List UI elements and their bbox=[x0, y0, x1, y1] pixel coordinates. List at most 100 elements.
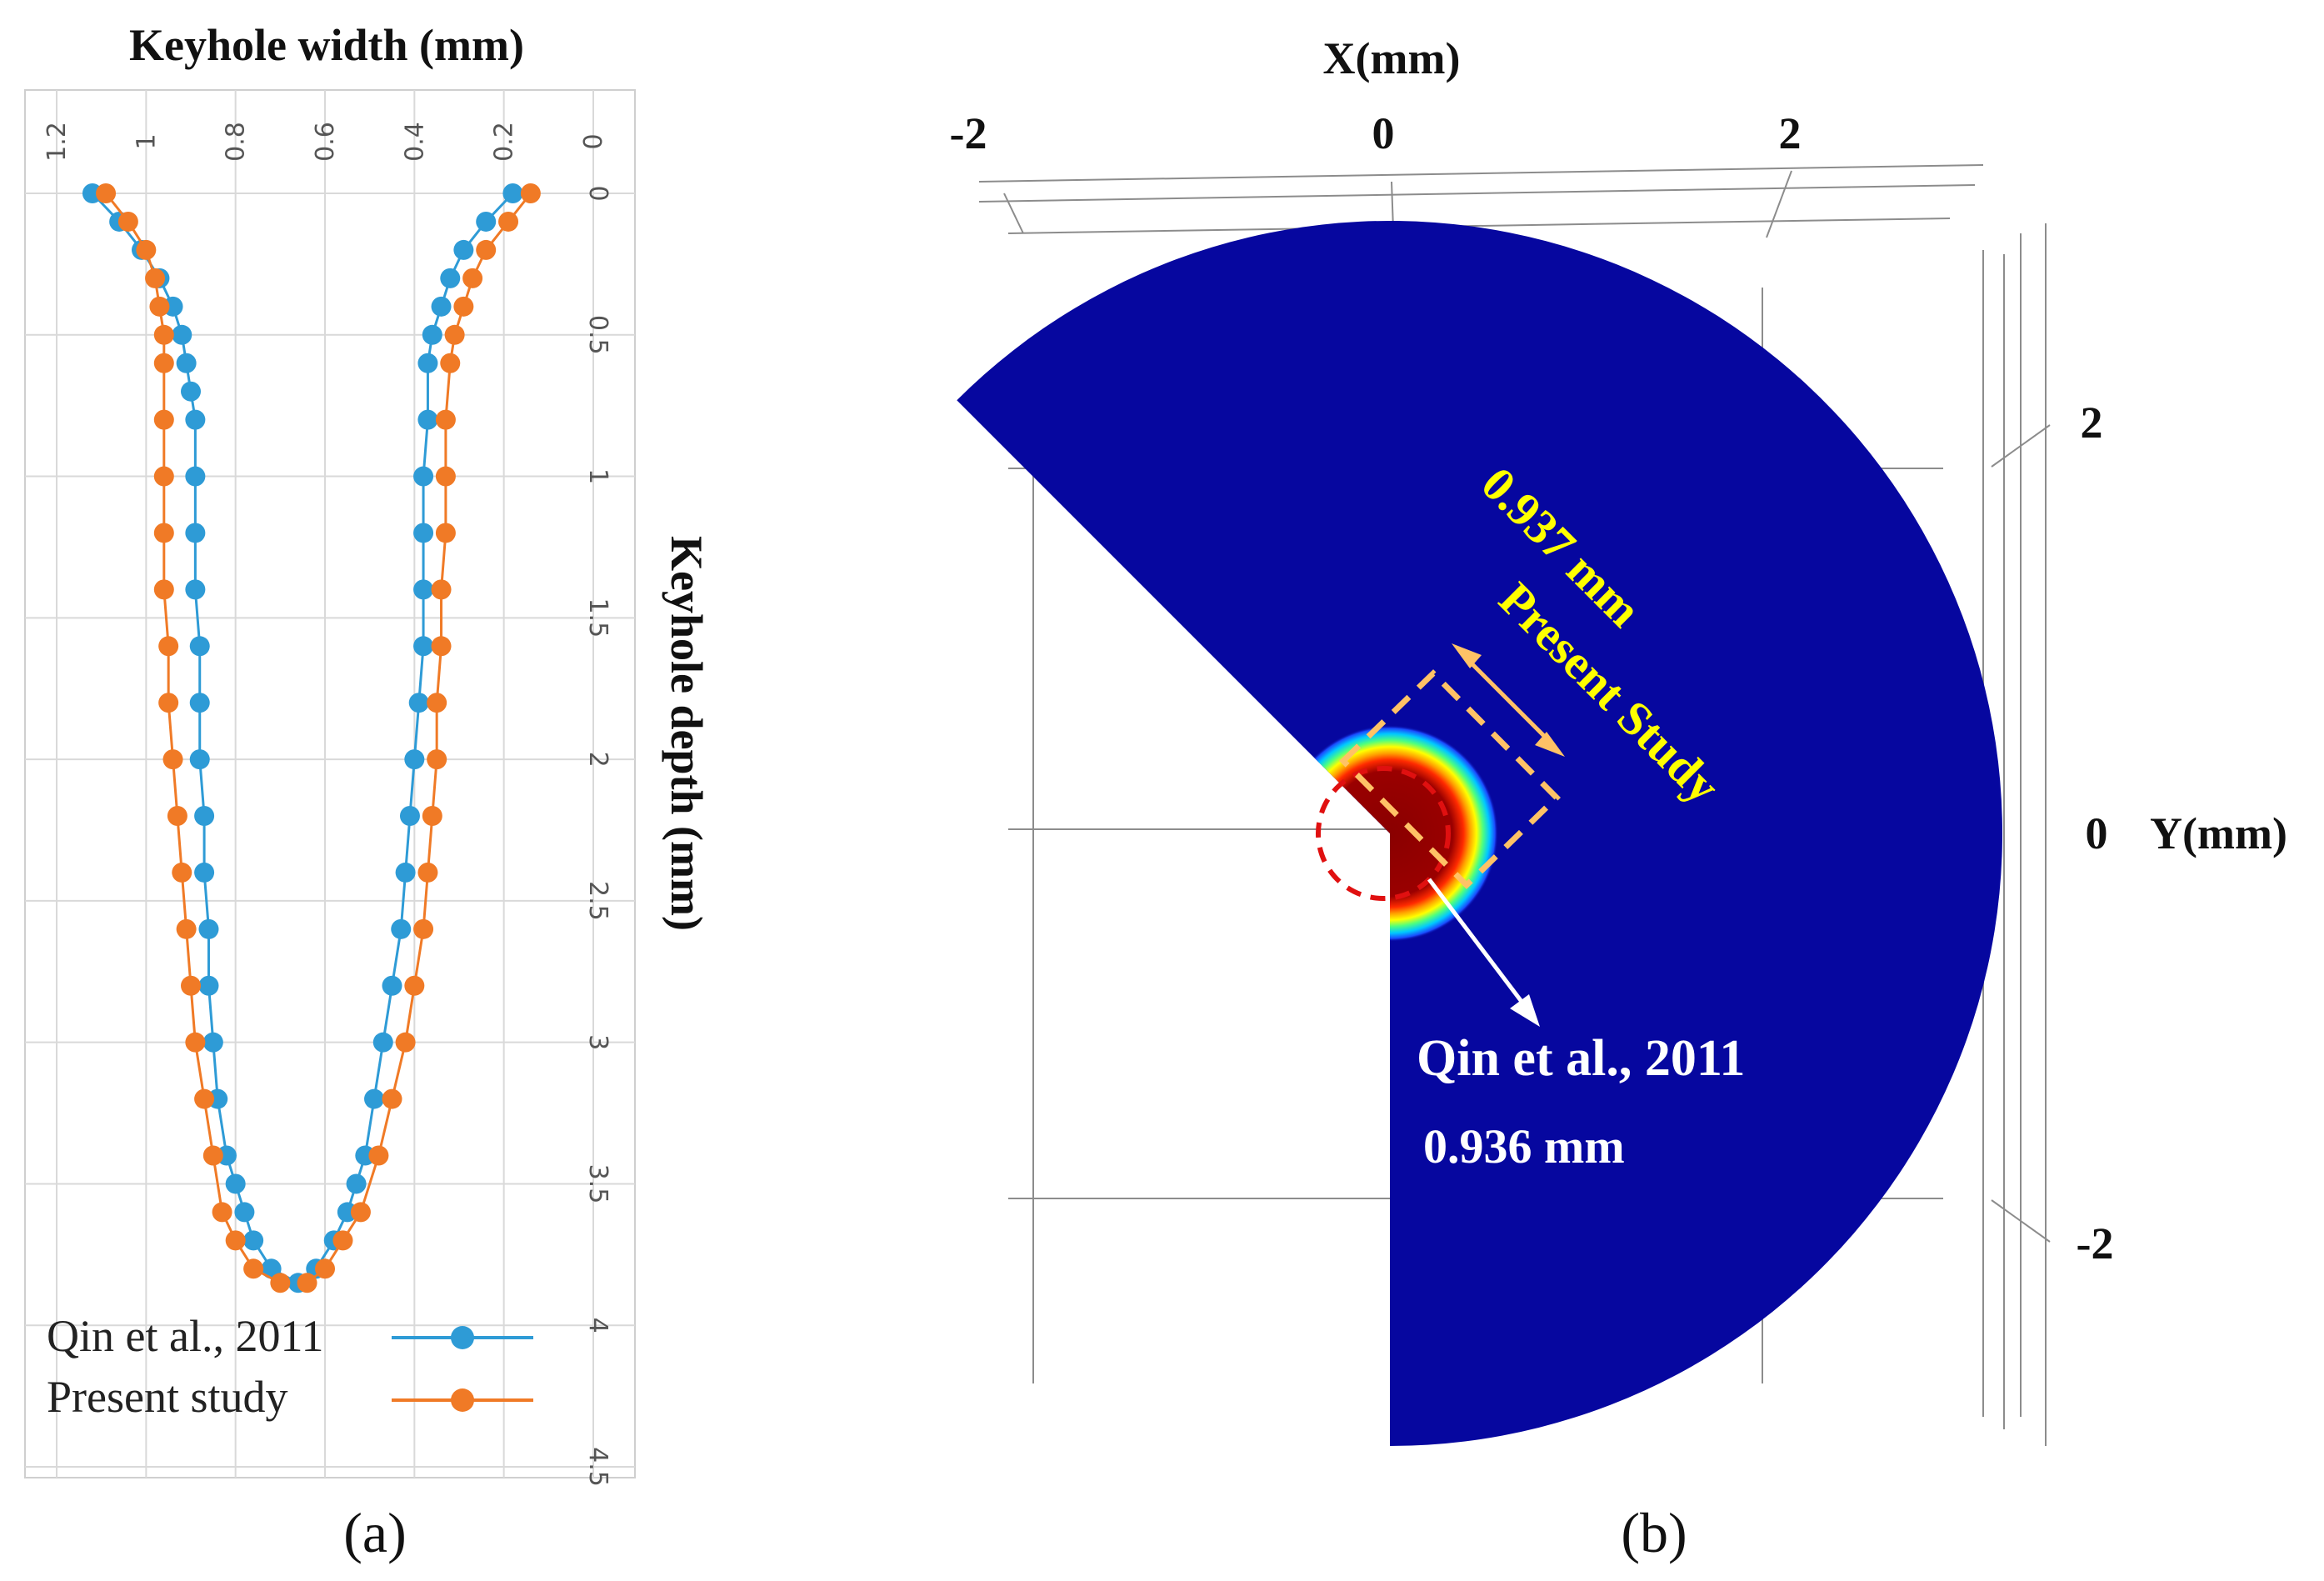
panel-a-caption: (a) bbox=[343, 1501, 406, 1564]
legend-marker-qin bbox=[451, 1326, 474, 1349]
series-qin bbox=[82, 183, 523, 1293]
data-point bbox=[181, 975, 201, 996]
data-point bbox=[413, 466, 434, 487]
x-tick-2: 2 bbox=[1779, 108, 1802, 158]
data-point bbox=[427, 693, 447, 713]
data-point bbox=[176, 918, 197, 939]
data-point bbox=[382, 975, 402, 996]
data-point bbox=[167, 806, 187, 827]
data-point bbox=[440, 268, 461, 288]
data-point bbox=[391, 918, 412, 939]
y-tick-2: 2 bbox=[2081, 398, 2103, 448]
y-tick-0: 0 bbox=[2086, 808, 2108, 858]
data-point bbox=[162, 749, 183, 770]
y-tick-label: 1 bbox=[583, 468, 612, 484]
data-point bbox=[243, 1258, 264, 1279]
data-point bbox=[176, 353, 197, 373]
data-point bbox=[194, 806, 215, 827]
data-point bbox=[243, 1230, 264, 1251]
qin-label: Qin et al., 2011 bbox=[1417, 1030, 1745, 1087]
data-point bbox=[136, 239, 157, 260]
data-point bbox=[413, 523, 434, 543]
x-tick-label: 0.2 bbox=[490, 122, 519, 162]
data-point bbox=[202, 1145, 223, 1166]
y-axis-title: Keyhole depth (mm) bbox=[662, 536, 712, 931]
present-measure-arrow bbox=[1465, 657, 1552, 743]
panel-b-contour: 0.937 mm Present Study Qin et al., 2011 … bbox=[950, 33, 2287, 1564]
x-tick-label: 0.6 bbox=[311, 122, 340, 162]
data-point bbox=[372, 1032, 393, 1053]
y-tick-label: 4 bbox=[583, 1318, 612, 1333]
data-point bbox=[153, 353, 174, 373]
data-point bbox=[212, 1202, 232, 1223]
data-point bbox=[185, 523, 206, 543]
data-point bbox=[413, 636, 434, 657]
data-point bbox=[153, 324, 174, 345]
data-point bbox=[145, 268, 166, 288]
series-line-right bbox=[306, 193, 532, 1284]
x-tick-label: 1.2 bbox=[42, 122, 72, 162]
arrow-head-bottom bbox=[1535, 732, 1565, 757]
panel-a-chart: 1.2 1 0.8 0.6 0.4 0.2 0 0 0.5 1 1.5 2 2.5 3 3.5 4 4.5 K… bbox=[24, 20, 712, 1564]
y-tick-labels: 0 0.5 1 1.5 2 2.5 3 3.5 4 4.5 bbox=[583, 185, 612, 1486]
data-point bbox=[189, 636, 210, 657]
y-tick-neg2: -2 bbox=[2077, 1218, 2114, 1268]
data-point bbox=[422, 324, 442, 345]
data-point bbox=[404, 975, 425, 996]
x-tick-label: 0.8 bbox=[222, 122, 251, 162]
x-tick-0: 0 bbox=[1372, 108, 1395, 158]
y-tick-label: 3.5 bbox=[583, 1164, 612, 1204]
y-tick-label: 2 bbox=[583, 752, 612, 768]
arrow-head-top bbox=[1452, 643, 1482, 668]
x-tick-label: 0.4 bbox=[400, 122, 429, 162]
chart-gridlines bbox=[25, 90, 635, 1478]
legend-marker-present bbox=[451, 1388, 474, 1412]
data-point bbox=[202, 1032, 223, 1053]
data-point bbox=[408, 693, 429, 713]
data-point bbox=[332, 1230, 353, 1251]
x-tick-labels: 1.2 1 0.8 0.6 0.4 0.2 0 bbox=[42, 122, 608, 162]
x-axis-title-b: X(mm) bbox=[1323, 33, 1461, 83]
legend-label-qin: Qin et al., 2011 bbox=[47, 1311, 323, 1361]
data-point bbox=[476, 239, 497, 260]
data-point bbox=[96, 183, 117, 203]
data-point bbox=[153, 409, 174, 430]
data-point bbox=[453, 239, 474, 260]
x-tick-neg2: -2 bbox=[950, 108, 987, 158]
data-point bbox=[185, 1032, 206, 1053]
data-point bbox=[185, 466, 206, 487]
qin-pointer-head bbox=[1510, 994, 1540, 1027]
data-point bbox=[346, 1173, 367, 1194]
data-point bbox=[234, 1202, 255, 1223]
data-point bbox=[444, 324, 465, 345]
data-point bbox=[149, 296, 170, 317]
qin-pointer-line bbox=[1427, 878, 1527, 1008]
data-point bbox=[185, 579, 206, 600]
data-point bbox=[404, 749, 425, 770]
panel-b-caption: (b) bbox=[1621, 1501, 1687, 1564]
data-point bbox=[153, 466, 174, 487]
data-point bbox=[413, 918, 434, 939]
y-tick-label: 3 bbox=[583, 1034, 612, 1050]
series-line-left bbox=[91, 192, 299, 1284]
data-point bbox=[417, 862, 438, 883]
x-axis-title: Keyhole width (mm) bbox=[129, 20, 524, 70]
y-axis-title-b: Y(mm) bbox=[2150, 808, 2287, 858]
data-point bbox=[185, 409, 206, 430]
data-point bbox=[270, 1273, 291, 1293]
data-point bbox=[431, 636, 452, 657]
chart-frame bbox=[24, 89, 636, 1478]
legend-label-present: Present study bbox=[47, 1372, 288, 1422]
y-tick-label: 2.5 bbox=[583, 881, 612, 921]
data-point bbox=[158, 636, 179, 657]
chart-legend: Qin et al., 2011 Present study bbox=[47, 1311, 533, 1422]
data-point bbox=[382, 1088, 402, 1109]
present-measure-box bbox=[1339, 669, 1561, 889]
data-point bbox=[153, 523, 174, 543]
data-point bbox=[198, 918, 219, 939]
y-tick-label: 0 bbox=[583, 185, 612, 201]
data-point bbox=[225, 1173, 246, 1194]
data-point bbox=[435, 523, 456, 543]
data-point bbox=[413, 579, 434, 600]
series-present bbox=[96, 183, 541, 1293]
